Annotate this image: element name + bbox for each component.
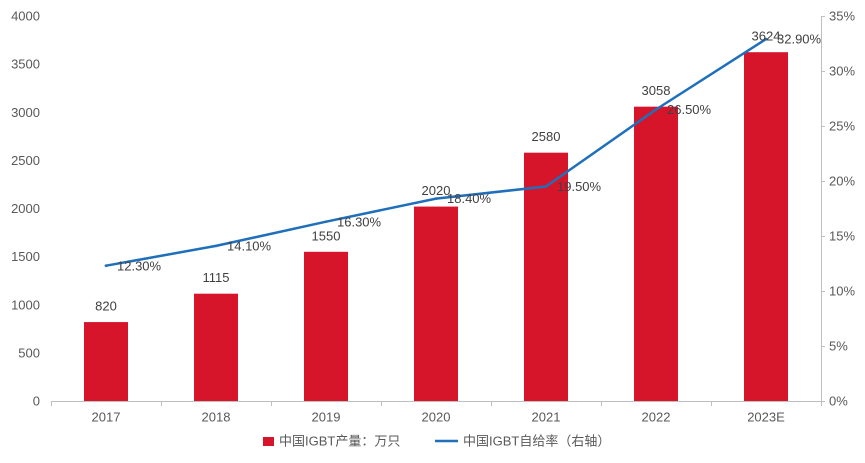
y-left-tick-2500: 2500 <box>11 153 40 168</box>
y-right-tick-30%: 30% <box>829 64 855 79</box>
line-label-2019: 16.30% <box>337 214 382 229</box>
y-left-tick-1500: 1500 <box>11 249 40 264</box>
bar-2020 <box>414 206 458 401</box>
line-label-2017: 12.30% <box>117 258 162 273</box>
bar-label-2017: 820 <box>95 299 117 314</box>
y-right-tick-15%: 15% <box>829 229 855 244</box>
x-tick-2017: 2017 <box>92 410 121 425</box>
bar-2022 <box>634 106 678 401</box>
line-label-2022: 26.50% <box>667 102 712 117</box>
x-tick-2021: 2021 <box>532 410 561 425</box>
line-point-2018 <box>214 244 218 248</box>
legend-bar-label: 中国IGBT产量：万只 <box>279 434 400 449</box>
bar-2018 <box>194 293 238 401</box>
line-label-2021: 19.50% <box>557 179 602 194</box>
y-right-tick-10%: 10% <box>829 284 855 299</box>
bar-data-labels: 820 1115 1550 2020 2580 3058 3624 <box>95 29 780 314</box>
y-left-tick-500: 500 <box>18 345 40 360</box>
bar-label-2022: 3058 <box>642 83 671 98</box>
line-point-2019 <box>324 220 328 223</box>
line-point-2021 <box>544 185 548 188</box>
bar-label-2019: 1550 <box>312 228 341 243</box>
x-tick-2018: 2018 <box>202 410 231 425</box>
line-point-2017 <box>104 264 108 268</box>
x-tick-2023E: 2023E <box>747 410 785 425</box>
line-point-2022 <box>654 108 658 111</box>
legend-line-label: 中国IGBT自给率（右轴） <box>463 434 610 449</box>
y-right-axis: 0% 5% 10% 15% 20% 25% 30% 35% <box>821 9 855 409</box>
y-left-tick-4000: 4000 <box>11 9 40 24</box>
legend-bar-swatch <box>263 437 274 446</box>
line-point-2020 <box>434 197 438 200</box>
y-right-tick-0%: 0% <box>829 394 848 409</box>
bar-label-2020: 2020 <box>422 183 451 198</box>
x-tick-2020: 2020 <box>422 410 451 425</box>
y-right-tick-20%: 20% <box>829 174 855 189</box>
line-data-labels: 12.30% 14.10% 16.30% 18.40% 19.50% 26.50% 32.9… <box>117 32 822 274</box>
bar-2017 <box>84 322 128 401</box>
y-left-tick-1000: 1000 <box>11 297 40 312</box>
x-axis-ticks: 2017 2018 2019 2020 2021 2022 2023E <box>51 401 822 425</box>
y-left-tick-3000: 3000 <box>11 105 40 120</box>
bar-label-2018: 1115 <box>203 270 230 285</box>
y-left-tick-0: 0 <box>33 394 40 409</box>
line-point-2023E <box>764 37 768 41</box>
y-left-axis: 0 500 1000 1500 2000 2500 3000 3500 4000 <box>11 9 40 409</box>
bar-2019 <box>304 251 348 401</box>
line-series <box>104 37 768 268</box>
axes <box>51 16 822 402</box>
y-left-tick-3500: 3500 <box>11 57 40 72</box>
y-right-tick-5%: 5% <box>829 339 848 354</box>
x-tick-2019: 2019 <box>312 410 341 425</box>
legend: 中国IGBT产量：万只 中国IGBT自给率（右轴） <box>263 434 610 449</box>
line-label-2023E: 32.90% <box>777 32 822 47</box>
bar-2021 <box>524 152 568 401</box>
y-right-tick-35%: 35% <box>829 9 855 24</box>
y-left-tick-2000: 2000 <box>11 201 40 216</box>
y-right-tick-25%: 25% <box>829 119 855 134</box>
line-label-2018: 14.10% <box>227 238 272 253</box>
x-tick-2022: 2022 <box>642 410 671 425</box>
bar-label-2021: 2580 <box>532 129 561 144</box>
bar-2023E <box>744 52 788 401</box>
bar-series <box>84 52 788 401</box>
line-label-2020: 18.40% <box>447 191 492 206</box>
bar-label-2023E: 3624 <box>752 29 781 44</box>
